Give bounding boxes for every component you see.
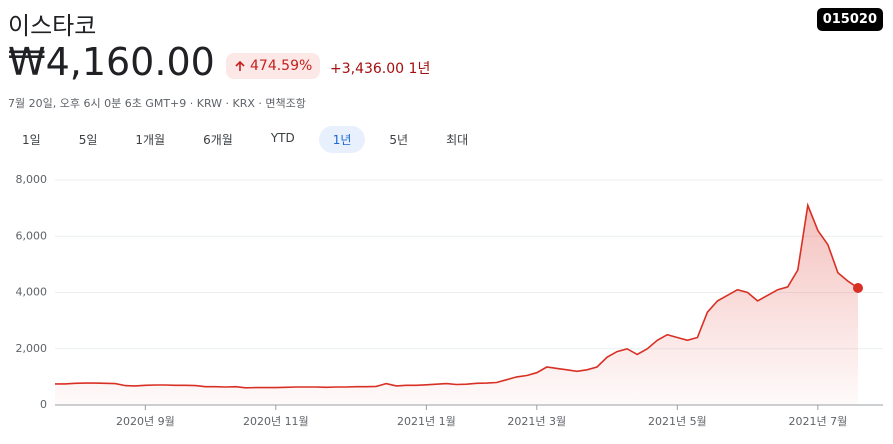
x-tick-label: 2021년 5월	[648, 415, 707, 428]
range-tabs: 1일 5일 1개월 6개월 YTD 1년 5년 최대	[8, 126, 492, 153]
up-arrow	[235, 60, 245, 71]
range-button[interactable]: 6개월	[203, 133, 233, 147]
info-line: 7월 20일, 오후 6시 0분 6초 GMT+9 · KRW · KRX · …	[8, 97, 306, 110]
y-tick-label: 2,000	[16, 342, 48, 355]
change-pill: 474.59%	[226, 53, 321, 79]
y-tick-label: 6,000	[16, 229, 48, 242]
range-button[interactable]: 5일	[78, 133, 98, 147]
range-button[interactable]: 1년	[318, 126, 366, 153]
price: ₩4,160.00	[8, 40, 215, 84]
chart: 0 2,000 4,000 6,000 8,000 2020년 9월 2020년 11월 20…	[16, 173, 883, 428]
change-period: 1년	[408, 61, 431, 77]
last-point	[853, 283, 863, 293]
y-tick-label: 8,000	[16, 173, 48, 186]
y-tick-label: 4,000	[16, 286, 48, 299]
range-button[interactable]: 5년	[389, 133, 409, 147]
change-percent: 474.59%	[250, 58, 313, 74]
y-tick-label: 0	[40, 398, 47, 411]
x-tick-label: 2020년 9월	[116, 415, 175, 428]
x-tick-label: 2021년 3월	[507, 415, 566, 428]
change-value: +3,436.00	[330, 61, 405, 77]
x-tick-label: 2021년 7월	[788, 415, 847, 428]
x-tick-label: 2021년 1월	[397, 415, 456, 428]
ticker-badge: 015020	[816, 8, 883, 31]
stock-name: 이스타코	[8, 12, 97, 40]
range-button[interactable]: YTD	[270, 131, 295, 145]
range-button[interactable]: 1개월	[135, 133, 166, 147]
range-button[interactable]: 최대	[446, 133, 469, 147]
change: +3,436.00 1년	[330, 58, 430, 78]
price-line	[55, 202, 859, 389]
range-button[interactable]: 1일	[22, 133, 41, 147]
x-tick-label: 2020년 11월	[243, 415, 309, 428]
area	[55, 205, 858, 405]
